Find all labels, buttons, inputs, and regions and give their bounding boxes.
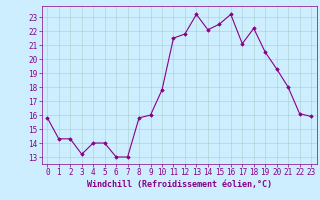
X-axis label: Windchill (Refroidissement éolien,°C): Windchill (Refroidissement éolien,°C) — [87, 180, 272, 189]
